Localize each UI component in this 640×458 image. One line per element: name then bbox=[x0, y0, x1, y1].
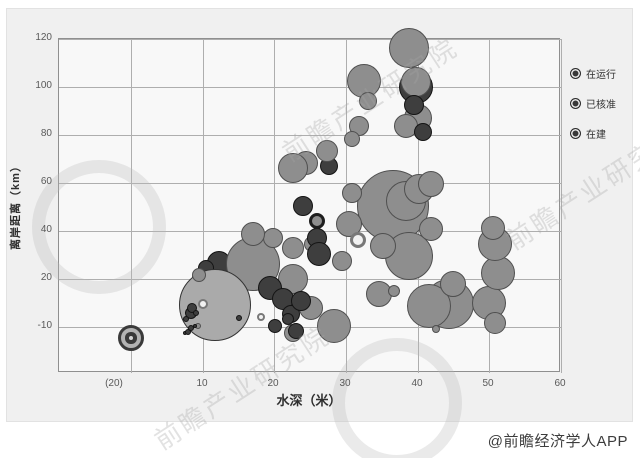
y-tick-label: 60 bbox=[40, 176, 52, 187]
bubble-app bbox=[417, 170, 444, 197]
legend-item-run: 在运行 bbox=[570, 66, 616, 81]
y-tick-label: 120 bbox=[35, 32, 52, 43]
bubble-app bbox=[484, 312, 507, 334]
gridline bbox=[346, 39, 347, 373]
bubble-run bbox=[193, 310, 200, 317]
x-tick-label: 50 bbox=[482, 378, 494, 389]
gridline bbox=[489, 39, 490, 373]
x-axis-title: 水深（米） bbox=[276, 393, 342, 408]
bubble-run bbox=[404, 95, 425, 115]
bubble-app bbox=[342, 183, 363, 204]
bubble-app bbox=[191, 267, 206, 282]
y-tick-label: 80 bbox=[40, 128, 52, 139]
bubble-run bbox=[292, 196, 313, 217]
watermark-logo-circle bbox=[32, 160, 166, 294]
bubble-run bbox=[306, 242, 331, 267]
gridline bbox=[59, 327, 561, 328]
gridline bbox=[59, 135, 561, 136]
y-tick-label: 100 bbox=[35, 80, 52, 91]
bubble-app bbox=[384, 231, 433, 280]
bubble-app bbox=[277, 152, 308, 183]
y-tick-label: -10 bbox=[37, 320, 52, 331]
bubble-app bbox=[316, 309, 351, 344]
bubble-run bbox=[187, 302, 198, 313]
legend-label: 在运行 bbox=[586, 70, 616, 81]
bubble-app bbox=[358, 91, 377, 110]
x-tick-label: (20) bbox=[105, 378, 123, 389]
bubble-app bbox=[480, 256, 515, 290]
bubble-run bbox=[290, 290, 311, 311]
bubble-app-ring bbox=[198, 298, 208, 309]
bubble-run bbox=[182, 316, 189, 322]
y-tick-label: 20 bbox=[40, 272, 52, 283]
bubble-app bbox=[262, 227, 283, 248]
bubble-run bbox=[281, 313, 294, 325]
gridline bbox=[274, 39, 275, 373]
footer-credit: @前瞻经济学人APP bbox=[487, 433, 628, 450]
gridline bbox=[59, 87, 561, 88]
bubble-app bbox=[400, 66, 431, 97]
legend-marker-icon bbox=[570, 128, 581, 139]
bubble-app bbox=[439, 270, 466, 297]
bubble-app-ring bbox=[256, 313, 265, 322]
bubble-app bbox=[316, 140, 339, 163]
bubble-app bbox=[343, 131, 360, 148]
bubble-app bbox=[240, 221, 265, 246]
legend-item-con: 在建 bbox=[570, 126, 616, 141]
bubble-run bbox=[413, 122, 432, 141]
legend-label: 已核准 bbox=[586, 100, 616, 111]
y-tick-label: 40 bbox=[40, 224, 52, 235]
x-tick-label: 60 bbox=[554, 378, 566, 389]
bubble-app bbox=[387, 285, 400, 297]
legend-marker-icon bbox=[570, 98, 581, 109]
bubble-run bbox=[235, 315, 242, 322]
legend-label: 在建 bbox=[586, 130, 606, 141]
legend-item-app: 已核准 bbox=[570, 96, 616, 111]
gridline bbox=[59, 279, 561, 280]
bubble-app bbox=[370, 232, 397, 259]
bubble-app bbox=[481, 215, 506, 240]
legend-marker-icon bbox=[570, 68, 581, 79]
gridline bbox=[59, 183, 561, 184]
bubble-target bbox=[118, 325, 144, 352]
x-tick-label: 30 bbox=[339, 378, 351, 389]
bubble-app bbox=[388, 27, 429, 68]
gridline bbox=[59, 39, 561, 40]
bubble-app bbox=[431, 325, 440, 334]
gridline bbox=[561, 39, 562, 373]
gridline bbox=[203, 39, 204, 373]
legend: 在运行 已核准 在建 bbox=[570, 66, 616, 156]
x-tick-label: 20 bbox=[267, 378, 279, 389]
bubble-run bbox=[192, 324, 197, 329]
x-tick-label: 40 bbox=[411, 378, 423, 389]
bubble-app bbox=[418, 217, 443, 242]
bubble-app bbox=[281, 237, 304, 260]
bubble-app bbox=[332, 251, 353, 271]
bubble-run-ring bbox=[309, 212, 326, 229]
bubble-app-ring bbox=[350, 231, 367, 248]
x-tick-label: 10 bbox=[196, 378, 208, 389]
bubble-run bbox=[287, 323, 304, 339]
y-axis-title: 离岸距离（km） bbox=[10, 160, 22, 250]
bubble-run bbox=[268, 319, 283, 334]
bubble-core bbox=[129, 336, 133, 341]
